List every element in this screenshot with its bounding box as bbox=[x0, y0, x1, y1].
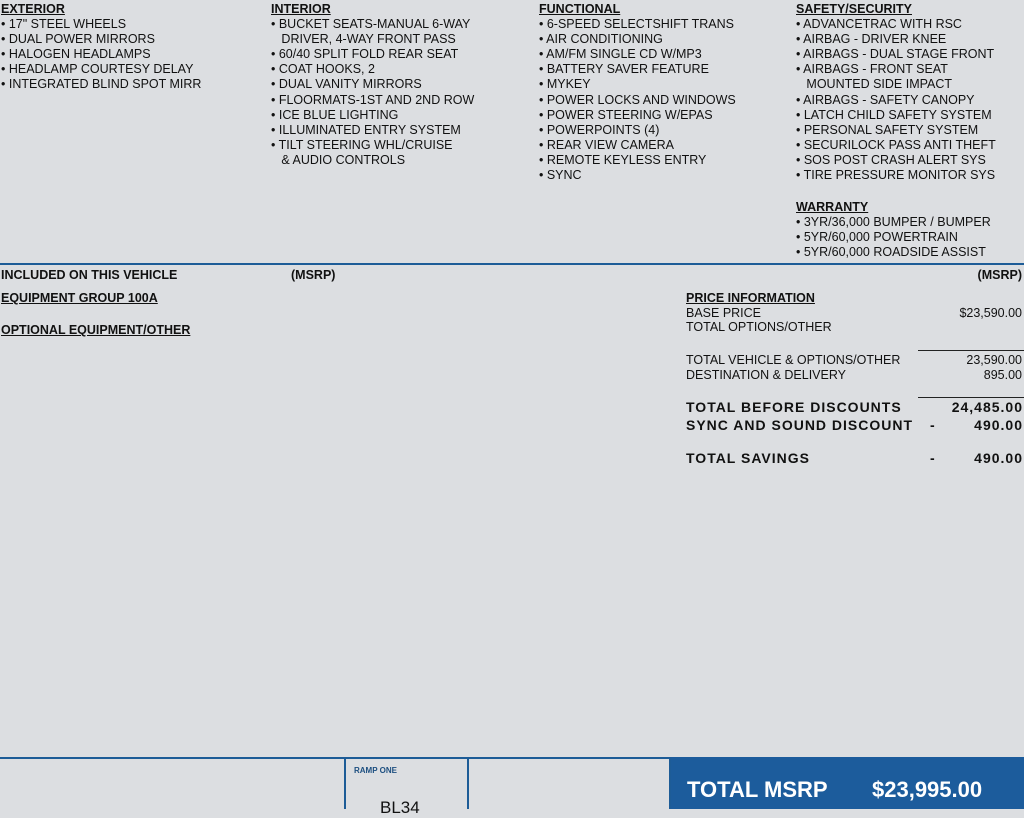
feature-item: • ICE BLUE LIGHTING bbox=[271, 107, 399, 122]
ramp-label: RAMP ONE bbox=[354, 766, 397, 775]
discount-sign: - bbox=[930, 417, 936, 433]
feature-item: • POWER LOCKS AND WINDOWS bbox=[539, 92, 736, 107]
total-vehicle-label: TOTAL VEHICLE & OPTIONS/OTHER bbox=[686, 353, 901, 367]
savings-label: TOTAL SAVINGS bbox=[686, 450, 810, 466]
savings-sign: - bbox=[930, 450, 936, 466]
divider bbox=[0, 263, 1024, 265]
ramp-code: BL34 bbox=[380, 798, 420, 817]
feature-item: • COAT HOOKS, 2 bbox=[271, 62, 375, 77]
feature-item: • REAR VIEW CAMERA bbox=[539, 137, 674, 152]
feature-item: • BATTERY SAVER FEATURE bbox=[539, 62, 709, 77]
warranty-item: • 3YR/36,000 BUMPER / BUMPER bbox=[796, 215, 991, 230]
warranty-section: WARRANTY • 3YR/36,000 BUMPER / BUMPER • … bbox=[796, 200, 991, 260]
total-msrp-label: TOTAL MSRP bbox=[687, 777, 828, 802]
total-msrp-box: TOTAL MSRP $23,995.00 bbox=[669, 757, 1024, 809]
feature-item: • AIRBAGS - SAFETY CANOPY bbox=[796, 92, 975, 107]
optional-equipment: OPTIONAL EQUIPMENT/OTHER bbox=[1, 323, 191, 337]
feature-item: • INTEGRATED BLIND SPOT MIRR bbox=[1, 77, 202, 92]
feature-item: • 6-SPEED SELECTSHIFT TRANS bbox=[539, 17, 734, 32]
destination-value: 895.00 bbox=[983, 368, 1022, 382]
feature-item: • DUAL POWER MIRRORS bbox=[1, 32, 155, 47]
feature-item: • ADVANCETRAC WITH RSC bbox=[796, 17, 962, 32]
feature-item: • LATCH CHILD SAFETY SYSTEM bbox=[796, 107, 992, 122]
feature-item: • MYKEY bbox=[539, 77, 591, 92]
discount-value: 490.00 bbox=[974, 417, 1023, 433]
ramp-box: RAMP ONE BL34 bbox=[344, 758, 469, 817]
feature-item: DRIVER, 4-WAY FRONT PASS bbox=[271, 32, 456, 47]
feature-item: • AIR CONDITIONING bbox=[539, 32, 663, 47]
warranty-item: • 5YR/60,000 POWERTRAIN bbox=[796, 230, 958, 245]
column-heading: EXTERIOR bbox=[1, 2, 65, 16]
equipment-group: EQUIPMENT GROUP 100A bbox=[1, 291, 158, 305]
feature-column-functional: FUNCTIONAL • 6-SPEED SELECTSHIFT TRANS • A… bbox=[539, 2, 736, 183]
column-heading: INTERIOR bbox=[271, 2, 331, 16]
feature-item: & AUDIO CONTROLS bbox=[271, 152, 406, 167]
feature-item: • REMOTE KEYLESS ENTRY bbox=[539, 152, 707, 167]
options-label: TOTAL OPTIONS/OTHER bbox=[686, 320, 832, 334]
feature-item: • SYNC bbox=[539, 168, 582, 183]
msrp-label-left: (MSRP) bbox=[291, 268, 336, 282]
total-before-label: TOTAL BEFORE DISCOUNTS bbox=[686, 399, 902, 415]
feature-item: • TIRE PRESSURE MONITOR SYS bbox=[796, 168, 996, 183]
feature-item: • SECURILOCK PASS ANTI THEFT bbox=[796, 137, 996, 152]
feature-item: • AM/FM SINGLE CD W/MP3 bbox=[539, 47, 702, 62]
msrp-label-right: (MSRP) bbox=[977, 268, 1022, 282]
base-price-label: BASE PRICE bbox=[686, 306, 762, 320]
savings-value: 490.00 bbox=[974, 450, 1023, 466]
destination-label: DESTINATION & DELIVERY bbox=[686, 368, 846, 382]
rule bbox=[918, 397, 1024, 398]
feature-item: • FLOORMATS-1ST AND 2ND ROW bbox=[271, 92, 475, 107]
feature-column-exterior: EXTERIOR • 17" STEEL WHEELS • DUAL POWER M… bbox=[1, 2, 201, 93]
price-heading: PRICE INFORMATION bbox=[686, 291, 815, 305]
feature-item: • POWER STEERING W/EPAS bbox=[539, 107, 713, 122]
total-before-value: 24,485.00 bbox=[951, 399, 1023, 415]
feature-item: • SOS POST CRASH ALERT SYS bbox=[796, 152, 986, 167]
feature-column-safety-security: SAFETY/SECURITY • ADVANCETRAC WITH RSC • A… bbox=[796, 2, 996, 183]
feature-item: • TILT STEERING WHL/CRUISE bbox=[271, 137, 453, 152]
feature-item: • PERSONAL SAFETY SYSTEM bbox=[796, 122, 979, 137]
feature-item: • DUAL VANITY MIRRORS bbox=[271, 77, 422, 92]
rule bbox=[918, 350, 1024, 351]
included-title: INCLUDED ON THIS VEHICLE bbox=[1, 268, 178, 282]
base-price-value: $23,590.00 bbox=[959, 306, 1022, 320]
feature-item: • POWERPOINTS (4) bbox=[539, 122, 660, 137]
footer-divider bbox=[0, 757, 1024, 759]
column-heading: FUNCTIONAL bbox=[539, 2, 621, 16]
warranty-heading: WARRANTY bbox=[796, 200, 869, 214]
feature-item: • AIRBAGS - DUAL STAGE FRONT bbox=[796, 47, 995, 62]
feature-item: • AIRBAGS - FRONT SEAT bbox=[796, 62, 948, 77]
feature-item: • HEADLAMP COURTESY DELAY bbox=[1, 62, 194, 77]
discount-label: SYNC AND SOUND DISCOUNT bbox=[686, 417, 914, 433]
feature-item: • AIRBAG - DRIVER KNEE bbox=[796, 32, 947, 47]
feature-item: • 17" STEEL WHEELS bbox=[1, 17, 127, 32]
feature-item: • HALOGEN HEADLAMPS bbox=[1, 47, 151, 62]
total-vehicle-value: 23,590.00 bbox=[966, 353, 1022, 367]
column-heading: SAFETY/SECURITY bbox=[796, 2, 912, 16]
feature-item: • BUCKET SEATS-MANUAL 6-WAY bbox=[271, 17, 471, 32]
warranty-item: • 5YR/60,000 ROADSIDE ASSIST bbox=[796, 245, 986, 260]
feature-item: • 60/40 SPLIT FOLD REAR SEAT bbox=[271, 47, 459, 62]
feature-item: • ILLUMINATED ENTRY SYSTEM bbox=[271, 122, 461, 137]
feature-column-interior: INTERIOR • BUCKET SEATS-MANUAL 6-WAY DRIV… bbox=[271, 2, 474, 168]
total-msrp-value: $23,995.00 bbox=[872, 777, 983, 802]
feature-item: MOUNTED SIDE IMPACT bbox=[796, 77, 953, 92]
